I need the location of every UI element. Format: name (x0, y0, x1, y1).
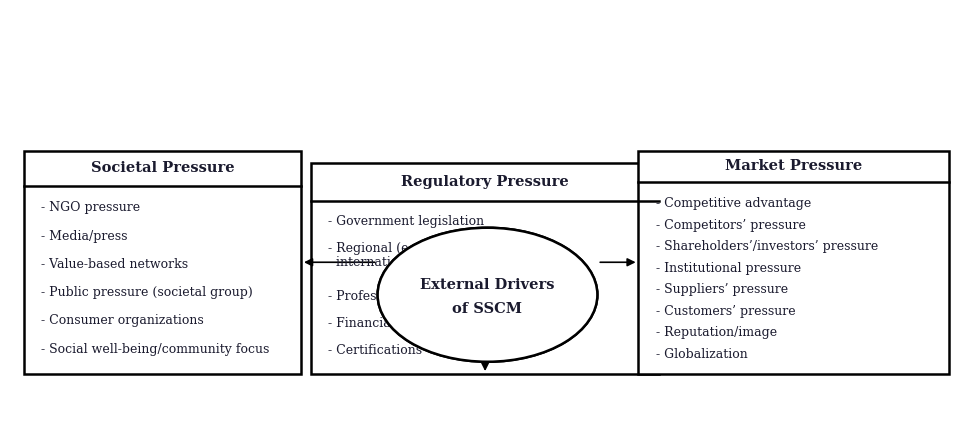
Text: External Drivers: External Drivers (420, 277, 555, 292)
Text: - Institutional pressure: - Institutional pressure (655, 262, 800, 275)
Bar (311, 163, 659, 374)
Text: External Drivers: External Drivers (420, 277, 555, 292)
Bar (24, 151, 301, 374)
Text: - Media/press: - Media/press (41, 230, 128, 243)
Text: - Public pressure (societal group): - Public pressure (societal group) (41, 286, 254, 299)
Text: - Professional/trade associations: - Professional/trade associations (328, 290, 533, 303)
Text: - Globalization: - Globalization (655, 348, 748, 361)
Text: Societal Pressure: Societal Pressure (91, 162, 234, 176)
Text: - Shareholders’/investors’ pressure: - Shareholders’/investors’ pressure (655, 240, 878, 253)
Text: - Government legislation: - Government legislation (328, 214, 484, 228)
Text: - Certifications: - Certifications (328, 344, 422, 357)
Text: - NGO pressure: - NGO pressure (41, 201, 140, 214)
Text: - Customers’ pressure: - Customers’ pressure (655, 305, 796, 318)
Text: - Value-based networks: - Value-based networks (41, 258, 188, 271)
Text: - Regional (e.g., the E.U.) or
  international regulators: - Regional (e.g., the E.U.) or internati… (328, 242, 505, 269)
Text: of SSCM: of SSCM (452, 302, 523, 316)
Text: - Suppliers’ pressure: - Suppliers’ pressure (655, 283, 788, 296)
Ellipse shape (377, 228, 598, 362)
Text: Regulatory Pressure: Regulatory Pressure (402, 175, 569, 189)
Text: Market Pressure: Market Pressure (725, 159, 862, 173)
Text: - Competitors’ pressure: - Competitors’ pressure (655, 219, 805, 232)
Text: - Consumer organizations: - Consumer organizations (41, 314, 204, 327)
Text: of SSCM: of SSCM (452, 302, 523, 316)
Text: - Reputation/image: - Reputation/image (655, 326, 777, 339)
Text: - Financial benefits: - Financial benefits (328, 317, 449, 330)
Bar (639, 151, 949, 374)
Ellipse shape (377, 228, 598, 362)
Text: - Competitive advantage: - Competitive advantage (655, 197, 811, 210)
Text: - Social well-being/community focus: - Social well-being/community focus (41, 343, 270, 356)
